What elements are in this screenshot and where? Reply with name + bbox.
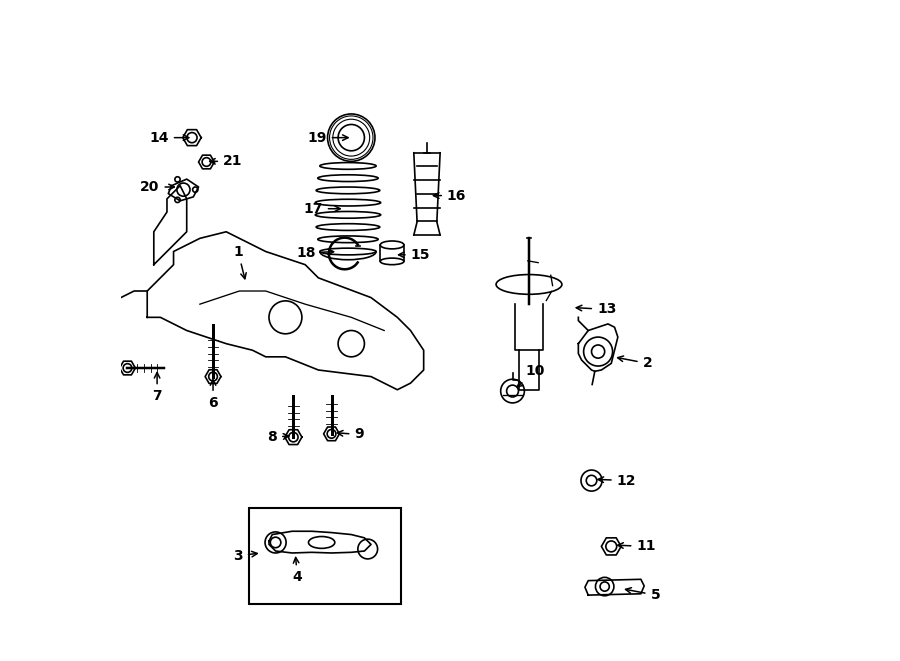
Text: 11: 11: [617, 539, 656, 553]
Text: 15: 15: [399, 248, 430, 262]
Text: 20: 20: [140, 180, 175, 194]
Text: 21: 21: [210, 154, 242, 169]
Text: 1: 1: [233, 245, 247, 279]
Text: 12: 12: [598, 473, 636, 488]
Text: 6: 6: [208, 379, 218, 410]
Text: 7: 7: [152, 373, 162, 403]
Text: 4: 4: [292, 557, 302, 584]
Text: 8: 8: [267, 430, 289, 444]
Text: 13: 13: [576, 303, 616, 317]
Text: 9: 9: [338, 428, 364, 442]
Text: 14: 14: [149, 131, 189, 145]
Text: 2: 2: [617, 356, 652, 370]
Text: 18: 18: [297, 246, 334, 260]
Text: 16: 16: [434, 188, 466, 202]
Text: 5: 5: [626, 588, 661, 602]
Text: 17: 17: [303, 202, 340, 215]
Text: 10: 10: [518, 364, 545, 387]
Text: 19: 19: [308, 131, 348, 145]
Text: 3: 3: [233, 549, 257, 563]
